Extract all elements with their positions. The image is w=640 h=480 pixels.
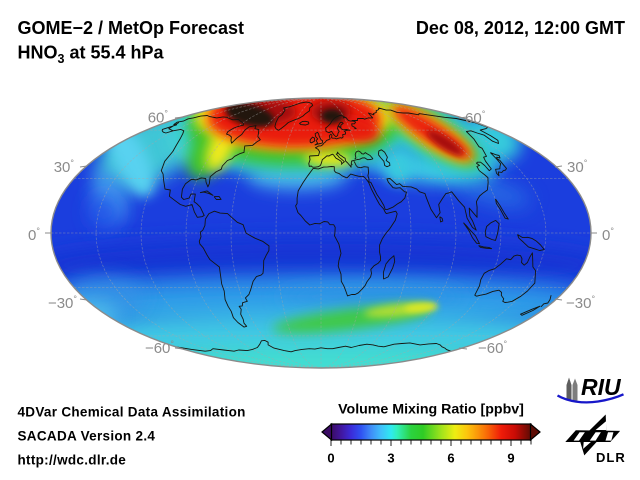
- svg-text:GOME−2 / MetOp Forecast: GOME−2 / MetOp Forecast: [18, 18, 245, 38]
- svg-text:60°: 60°: [148, 109, 169, 127]
- svg-text:RIU: RIU: [581, 374, 622, 400]
- svg-text:−60°: −60°: [145, 339, 174, 357]
- svg-text:−30°: −30°: [566, 294, 595, 312]
- svg-text:4DVar Chemical Data Assimilati: 4DVar Chemical Data Assimilation: [18, 405, 246, 420]
- svg-text:3: 3: [387, 451, 394, 466]
- svg-text:9: 9: [507, 451, 514, 466]
- svg-text:30°: 30°: [567, 158, 588, 176]
- svg-text:DLR: DLR: [596, 450, 626, 465]
- svg-text:Volume Mixing Ratio [ppbv]: Volume Mixing Ratio [ppbv]: [338, 402, 524, 418]
- svg-text:−60°: −60°: [478, 339, 507, 357]
- svg-text:60°: 60°: [465, 109, 486, 127]
- svg-text:SACADA Version 2.4: SACADA Version 2.4: [18, 429, 156, 444]
- svg-text:Dec 08, 2012, 12:00 GMT: Dec 08, 2012, 12:00 GMT: [416, 18, 625, 38]
- svg-text:30°: 30°: [54, 158, 75, 176]
- svg-text:http://wdc.dlr.de: http://wdc.dlr.de: [18, 453, 127, 468]
- svg-text:HNO3 at 55.4 hPa: HNO3 at 55.4 hPa: [18, 43, 165, 67]
- svg-text:0: 0: [327, 451, 334, 466]
- svg-text:6: 6: [447, 451, 454, 466]
- svg-text:−30°: −30°: [48, 294, 77, 312]
